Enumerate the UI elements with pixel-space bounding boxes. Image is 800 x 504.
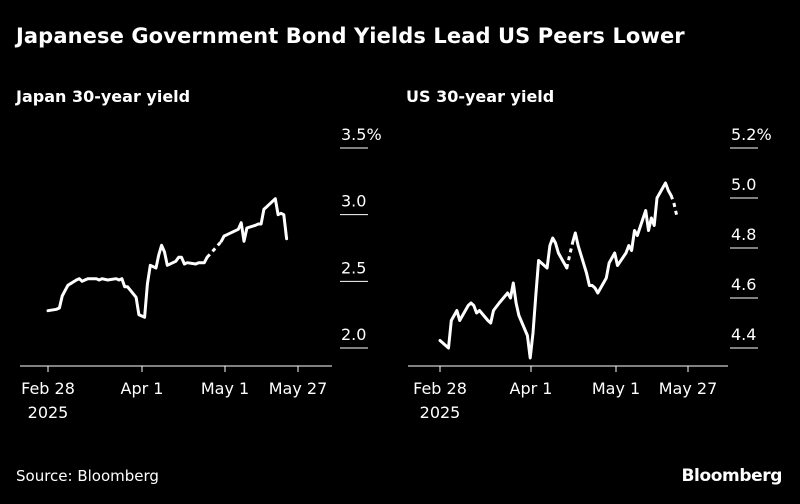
y-tick-label: 2.5 <box>341 258 366 277</box>
y-tick-label: 4.8 <box>731 225 756 244</box>
series-line <box>219 197 289 243</box>
x-tick-label: May 27 <box>269 379 328 398</box>
x-tick-label: Apr 1 <box>510 379 553 398</box>
x-tick-label: Feb 28 <box>21 379 75 398</box>
series-line <box>571 181 673 295</box>
panel-japan: Japan 30-year yield 2.0 2.5 3.0 3.5% Feb 28 Ap… <box>15 87 382 422</box>
x-tick-label: May 27 <box>659 379 718 398</box>
series-line <box>46 243 209 319</box>
y-tick-label: 5.2% <box>731 125 772 144</box>
series-line-dashed <box>205 240 223 259</box>
panel-us: US 30-year yield 4.4 4.6 4.8 5.0 5.2% Feb 28 Ap… <box>406 87 772 422</box>
panel-title: Japan 30-year yield <box>15 87 190 106</box>
chart-title: Japanese Government Bond Yields Lead US … <box>16 24 685 48</box>
panel-title: US 30-year yield <box>406 87 554 106</box>
series-line <box>438 236 569 360</box>
x-tick-label: Apr 1 <box>121 379 164 398</box>
x-subtick-label: 2025 <box>420 403 461 422</box>
series-line-dashed <box>669 194 679 216</box>
series-line-dashed <box>565 242 574 269</box>
x-subtick-label: 2025 <box>28 403 69 422</box>
x-tick-label: May 1 <box>201 379 249 398</box>
y-tick-label: 5.0 <box>731 175 756 194</box>
y-tick-label: 4.4 <box>731 325 756 344</box>
x-tick-label: Feb 28 <box>413 379 467 398</box>
bloomberg-logo: Bloomberg <box>681 466 782 486</box>
x-tick-label: May 1 <box>592 379 640 398</box>
y-tick-label: 4.6 <box>731 275 756 294</box>
y-tick-label: 2.0 <box>341 325 366 344</box>
y-tick-label: 3.0 <box>341 192 366 211</box>
source-note: Source: Bloomberg <box>16 467 159 485</box>
y-tick-label: 3.5% <box>341 125 382 144</box>
